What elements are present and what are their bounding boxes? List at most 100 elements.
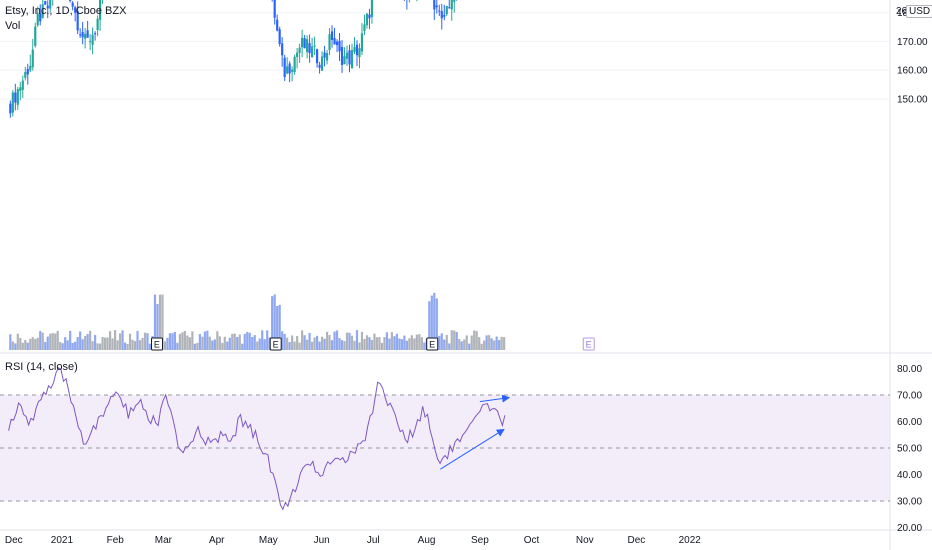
volume-bar xyxy=(453,330,456,350)
volume-bar xyxy=(286,337,289,350)
volume-bar xyxy=(203,331,206,350)
candle-body xyxy=(298,47,301,53)
volume-bar xyxy=(273,294,276,350)
time-tick-label: Feb xyxy=(107,535,125,546)
candle-body xyxy=(355,44,359,56)
volume-bar xyxy=(450,330,453,350)
candle-body xyxy=(363,24,366,32)
rsi-trend-arrow[interactable] xyxy=(479,394,511,403)
volume-bar xyxy=(208,336,211,350)
candle-body xyxy=(360,33,364,52)
candle-body xyxy=(296,52,299,57)
volume-bar xyxy=(138,340,142,350)
volume-bar xyxy=(503,337,506,350)
candle-body xyxy=(353,47,356,52)
volume-bar xyxy=(463,339,466,350)
volume-bar xyxy=(365,335,369,350)
candle-body xyxy=(273,0,276,18)
candle-body xyxy=(348,50,351,65)
time-tick-label: Jul xyxy=(367,535,380,546)
candle-body xyxy=(313,45,316,47)
volume-bar xyxy=(123,342,127,350)
volume-bar xyxy=(278,304,281,350)
rsi-trend-arrow[interactable] xyxy=(440,428,505,470)
volume-bar xyxy=(370,339,374,350)
volume-bar xyxy=(64,337,67,350)
time-tick-label: Dec xyxy=(5,535,23,546)
volume-bar xyxy=(281,331,284,350)
volume-bar xyxy=(89,330,92,350)
volume-bar xyxy=(14,343,17,350)
candle-body xyxy=(318,64,321,68)
volume-bar xyxy=(253,335,256,350)
volume-bar xyxy=(405,340,408,350)
volume-bar xyxy=(325,331,329,350)
earnings-marker[interactable] xyxy=(426,337,439,351)
volume-bar xyxy=(198,334,201,350)
volume-bar xyxy=(398,338,401,350)
time-tick-label: Nov xyxy=(576,535,594,546)
candle-body xyxy=(76,11,79,31)
candle-body xyxy=(445,6,448,15)
volume-bar xyxy=(308,332,311,350)
candle-body xyxy=(36,13,39,26)
time-tick-label: Dec xyxy=(628,535,646,546)
volume-bar xyxy=(19,337,22,350)
volume-bar xyxy=(21,342,24,350)
volume-bar xyxy=(206,330,209,350)
candle-body xyxy=(325,52,329,61)
volume-bar xyxy=(26,342,29,350)
earnings-label: E xyxy=(273,340,279,350)
volume-bar xyxy=(101,337,104,350)
symbol-legend[interactable]: Etsy, Inc., 1D, Cboe BZX xyxy=(5,5,127,17)
volume-bar xyxy=(400,339,403,350)
candle-body xyxy=(435,5,438,8)
volume-legend[interactable]: Vol xyxy=(5,20,21,32)
axes: 150.00160.00170.00180.00190.00200.00210.… xyxy=(5,6,928,546)
candle-body xyxy=(81,31,84,38)
volume-bar xyxy=(153,294,157,350)
volume-bar xyxy=(358,342,361,350)
volume-bar xyxy=(171,333,174,350)
volume-bar xyxy=(296,336,299,350)
candle-body xyxy=(443,14,446,17)
volume-bar xyxy=(236,336,239,350)
volume-bar xyxy=(31,337,34,350)
rsi-legend[interactable]: RSI (14, close) xyxy=(5,361,78,373)
earnings-marker[interactable] xyxy=(269,337,282,351)
candle-body xyxy=(281,43,284,56)
volume-bar xyxy=(143,332,147,350)
earnings-marker[interactable] xyxy=(582,337,595,351)
price-tick-label: 150.00 xyxy=(897,94,928,105)
volume-bar xyxy=(485,335,488,350)
volume-bar xyxy=(363,338,366,350)
volume-bar xyxy=(500,336,503,350)
candle-body xyxy=(11,92,14,113)
volume-bar xyxy=(113,330,117,350)
candle-body xyxy=(303,38,306,49)
candle-body xyxy=(9,103,12,114)
candle-body xyxy=(44,1,47,5)
volume-bar xyxy=(433,292,436,350)
volume-bar xyxy=(71,342,74,350)
candle-body xyxy=(453,0,456,2)
volume-bar xyxy=(298,342,301,350)
earnings-marker[interactable] xyxy=(151,337,164,351)
volume-bar xyxy=(146,333,149,350)
volume-bar xyxy=(355,330,359,350)
rsi-tick-label: 20.00 xyxy=(897,523,922,534)
volume-bar xyxy=(310,341,314,350)
volume-bar xyxy=(51,333,54,350)
volume-bar xyxy=(176,342,179,350)
currency-badge[interactable]: USD xyxy=(906,5,932,18)
rsi-trend-arrows[interactable] xyxy=(440,394,511,470)
candle-body xyxy=(21,80,24,90)
volume-bar xyxy=(46,336,49,350)
volume-bar xyxy=(61,343,64,350)
volume-bar xyxy=(418,334,421,350)
volume-bar xyxy=(403,335,406,350)
volume-bar xyxy=(390,332,394,350)
rsi-tick-label: 40.00 xyxy=(897,470,922,481)
